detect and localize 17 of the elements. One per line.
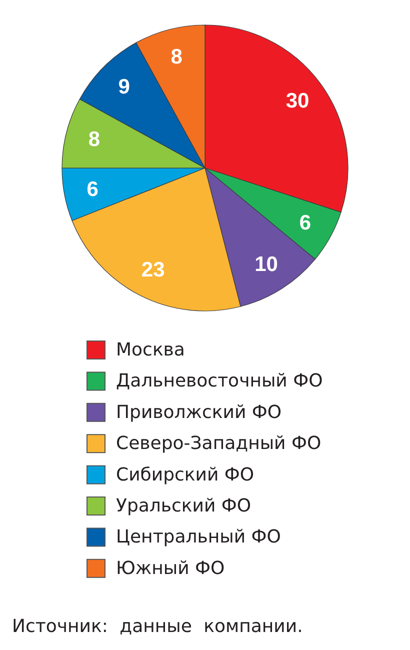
legend-label: Москва [116, 340, 185, 360]
data-label: 9 [118, 76, 130, 99]
legend-label: Приволжский ФО [116, 402, 282, 423]
legend-label: Северо-Западный ФО [116, 433, 322, 454]
text: Источник: данные компании. [12, 616, 303, 637]
legend-label: Уральский ФО [116, 496, 252, 516]
legend-label: Сибирский ФО [116, 464, 254, 486]
legend-label: Дальневосточный ФО [116, 370, 323, 392]
legend-label: Центральный ФО [116, 526, 281, 548]
data-label: 8 [170, 46, 183, 69]
data-label: 30 [286, 89, 310, 112]
data-label: 10 [254, 253, 278, 276]
legend-label: Южный ФО [116, 558, 225, 579]
data-label: 23 [141, 258, 165, 282]
data-label: 8 [88, 128, 100, 152]
data-label: 6 [86, 178, 98, 201]
data-label: 6 [299, 212, 312, 235]
